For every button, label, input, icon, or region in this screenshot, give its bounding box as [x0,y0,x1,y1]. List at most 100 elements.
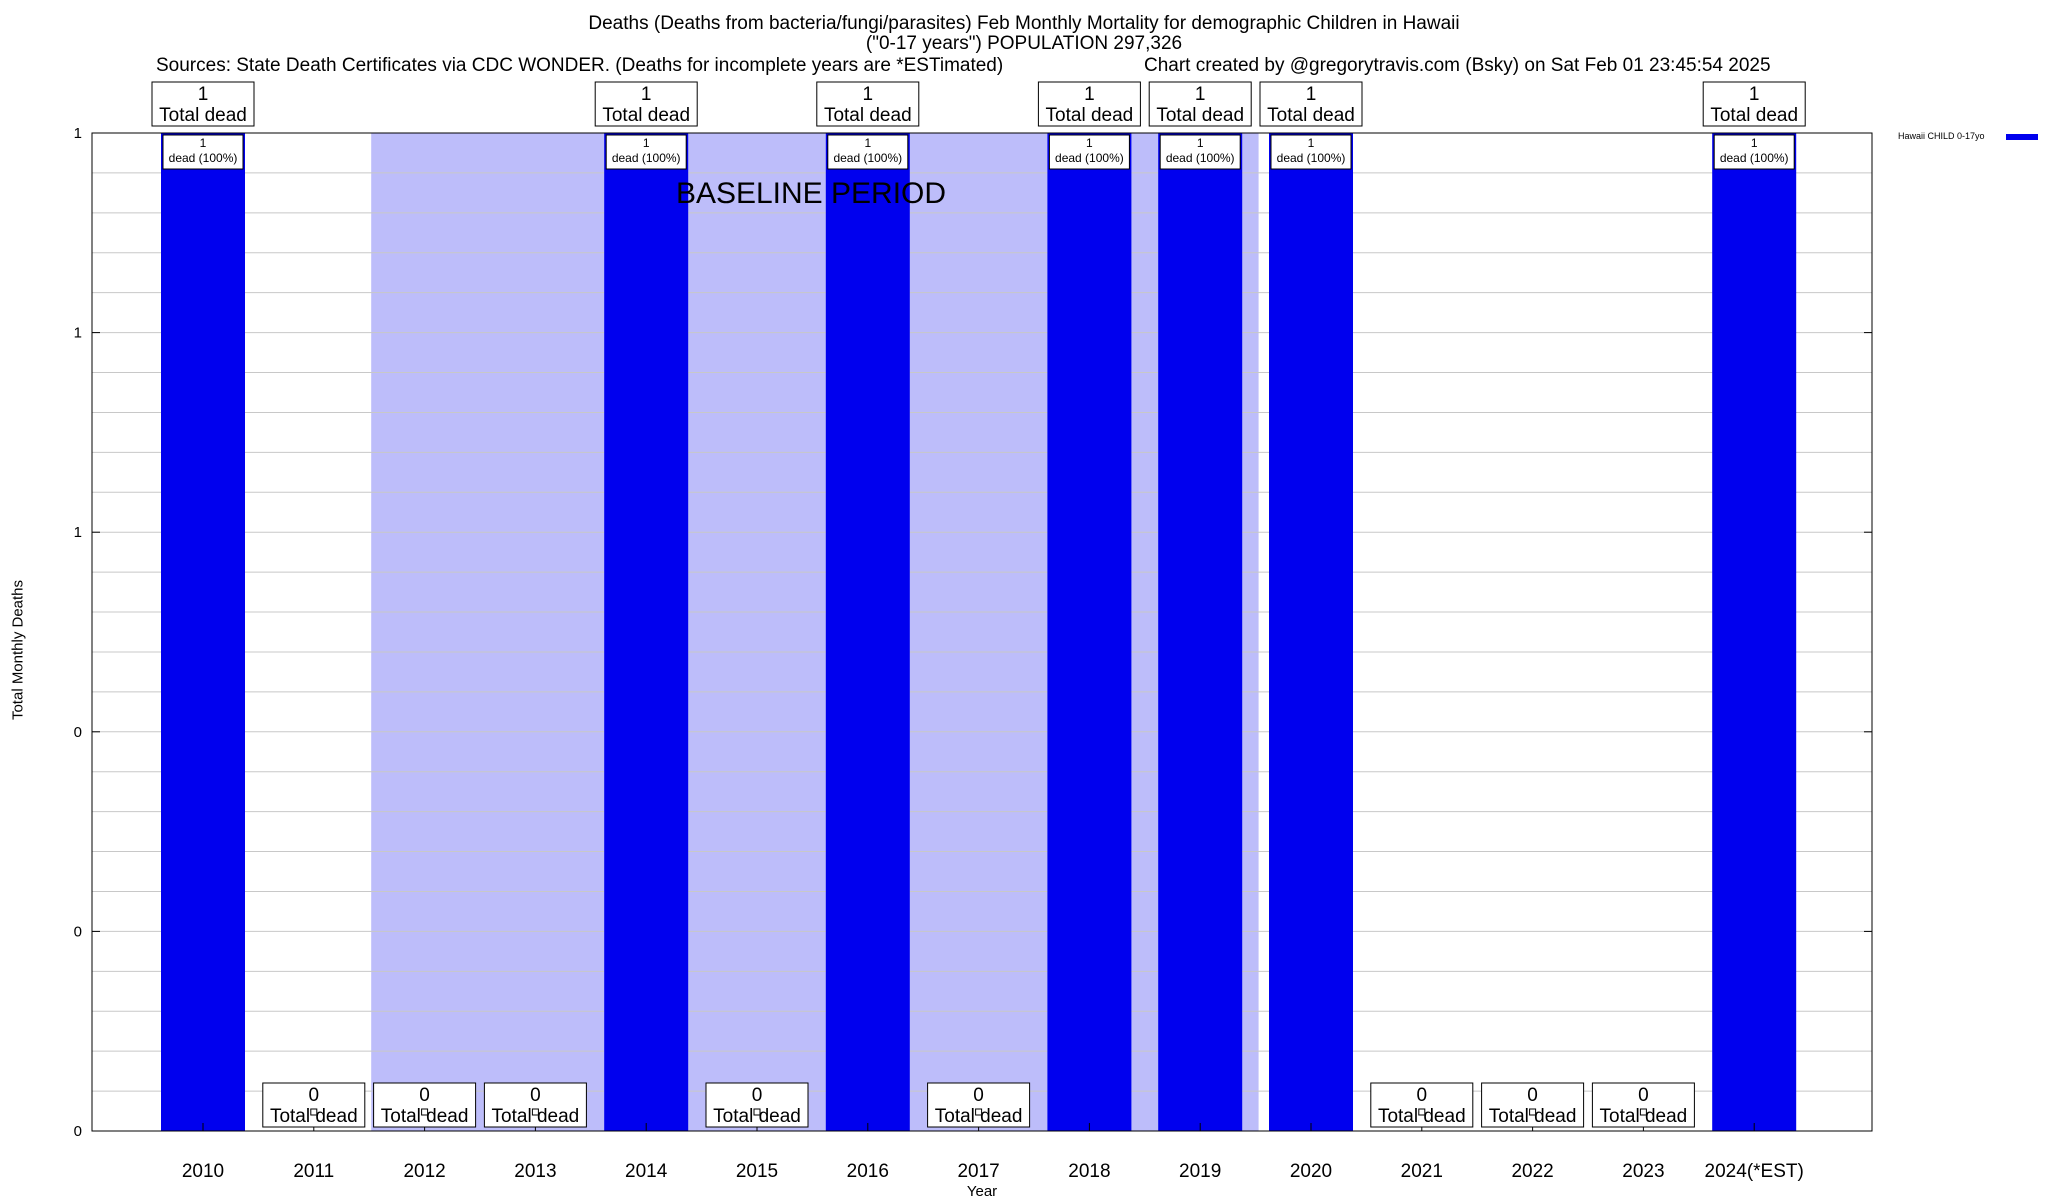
total-dead-value: 1 [863,84,874,105]
zero-marker [421,1108,429,1116]
x-tick-label: 2013 [514,1161,556,1182]
total-dead-value: 1 [198,84,209,105]
legend-swatch [2006,134,2038,140]
percent-value: 1 [1751,136,1758,150]
total-dead-box [816,81,920,127]
total-dead-box [373,1082,477,1128]
sources-note: Sources: State Death Certificates via CD… [156,55,1004,76]
total-dead-box [262,1082,366,1128]
y-axis-label: Total Monthly Deaths [9,579,27,721]
total-dead-text: Total dead [1600,1106,1688,1127]
total-dead-value: 0 [1638,1085,1649,1106]
x-tick-label: 2020 [1290,1161,1332,1182]
percent-value: 1 [1308,136,1315,150]
percent-value: 1 [200,136,207,150]
bar [1047,133,1132,1131]
total-dead-box [594,81,698,127]
x-tick-label: 2018 [1068,1161,1110,1182]
x-tick-label: 2023 [1622,1161,1664,1182]
percent-text: dead (100%) [833,151,902,165]
percent-box [1159,134,1241,170]
zero-marker [1529,1108,1537,1116]
percent-box [827,134,909,170]
bar [604,133,689,1131]
total-dead-box [927,1082,1031,1128]
total-dead-box [705,1082,809,1128]
x-tick-label: 2016 [847,1161,889,1182]
x-axis-label: Year [966,1183,998,1200]
zero-marker [310,1108,318,1116]
bar [1712,133,1797,1131]
zero-marker [753,1108,761,1116]
percent-value: 1 [643,136,650,150]
total-dead-value: 0 [973,1085,984,1106]
zero-marker [1639,1108,1647,1116]
x-tick-label: 2022 [1511,1161,1553,1182]
x-tick-label: 2014 [625,1161,668,1182]
x-tick-label: 2017 [957,1161,999,1182]
percent-text: dead (100%) [169,151,238,165]
legend-label: Hawaii CHILD 0-17yo [1898,131,1985,141]
x-tick-label: 2015 [736,1161,778,1182]
y-tick-label: 1 [74,325,82,342]
bars [161,133,1797,1131]
chart-title: Deaths (Deaths from bacteria/fungi/paras… [588,13,1460,34]
total-dead-box [1148,81,1252,127]
total-dead-value: 0 [530,1085,541,1106]
y-tick-label: 0 [74,1123,82,1140]
total-dead-text: Total dead [1378,1106,1466,1127]
x-tick-label: 2021 [1401,1161,1443,1182]
total-dead-value: 0 [752,1085,763,1106]
chart-subtitle: ("0-17 years") POPULATION 297,326 [865,33,1183,54]
percent-box [1048,134,1130,170]
percent-box [1270,134,1352,170]
zero-marker [975,1108,983,1116]
x-tick-label: 2010 [182,1161,224,1182]
total-dead-value: 1 [1749,84,1760,105]
total-dead-box [483,1082,587,1128]
percent-text: dead (100%) [1166,151,1235,165]
percent-box [605,134,687,170]
total-dead-value: 1 [641,84,652,105]
zero-marker [1418,1108,1426,1116]
total-dead-box [1259,81,1363,127]
total-dead-value: 0 [1417,1085,1428,1106]
total-dead-text: Total dead [1156,105,1244,126]
percent-text: dead (100%) [1055,151,1124,165]
x-axis-ticks: 2010 2011 2012 2013 2014 2015 2016 2017 2018 2019… [182,1123,1804,1182]
percent-text: dead (100%) [1277,151,1346,165]
percent-value: 1 [1197,136,1204,150]
total-dead-text: Total dead [159,105,247,126]
percent-value: 1 [864,136,871,150]
x-tick-label: 2011 [293,1161,334,1182]
percent-text: dead (100%) [1720,151,1789,165]
total-dead-text: Total dead [713,1106,801,1127]
total-dead-text: Total dead [935,1106,1023,1127]
total-dead-text: Total dead [1489,1106,1577,1127]
percent-value: 1 [1086,136,1093,150]
bar [1269,133,1353,1131]
total-dead-box [1591,1082,1695,1128]
total-dead-box [1481,1082,1585,1128]
y-tick-label: 0 [74,724,82,741]
total-dead-text: Total dead [1046,105,1134,126]
